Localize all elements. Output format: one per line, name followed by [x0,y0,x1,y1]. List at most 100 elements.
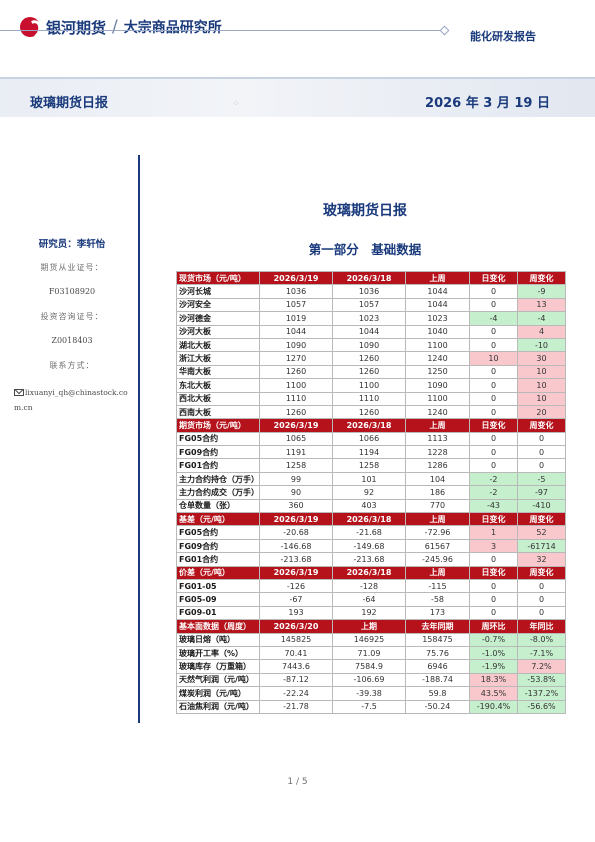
header-cell: 2026/3/19 [259,512,333,527]
value-cell: 1191 [259,445,333,460]
value-cell: 1023 [332,311,406,326]
value-cell: 0 [517,605,566,621]
value-cell: 0 [517,458,566,473]
header-cell: 基差（元/吨） [176,512,260,527]
row-label-cell: FG09合约 [176,538,260,554]
row-label-cell: FG01合约 [176,458,260,473]
value-cell: -410 [517,498,566,514]
value-cell: -53.8% [517,672,566,688]
company-name: 银河期货 [46,18,107,37]
section-title: 第一部分 基础数据 [308,242,422,257]
header-cell: 周变化 [517,512,566,527]
mail-icon [14,389,24,396]
contact-email[interactable]: lixuanyi_qh@chinastock.com.cn [8,385,136,415]
row-label-cell: FG01-05 [176,578,260,594]
value-cell: 1194 [332,445,406,460]
value-cell: 158475 [405,632,470,647]
value-cell: 0 [469,552,518,567]
header-cell: 日变化 [469,418,518,433]
value-cell: 1019 [259,311,333,326]
table-row: 华南大板 1260 1260 1250 0 10 [176,364,566,380]
header-cell: 日变化 [469,270,518,286]
value-cell: -213.68 [332,552,406,567]
title-band: 玻璃期货日报 ⁘ 2026 年 3 月 19 日 [0,77,595,117]
header-separator: / [112,17,118,37]
galaxy-logo-icon [20,17,40,37]
header-cell: 价差（元/吨） [176,565,260,580]
header-rule-diamond [439,25,450,36]
header-cell: 周变化 [517,418,566,433]
row-label-cell: FG09-01 [176,605,260,621]
value-cell: 1240 [405,404,470,420]
value-cell: 0 [469,404,518,420]
header-cell: 上周 [405,565,470,580]
header-cell: 周变化 [517,270,566,286]
value-cell: 61567 [405,538,470,554]
table-section-header: 基差（元/吨） 2026/3/19 2026/3/18 上周 日变化 周变化 [176,512,566,527]
header-cell: 2026/3/18 [332,512,406,527]
table-row: 煤炭利润（元/吨） -22.24 -39.38 59.8 43.5% -137.2% [176,686,566,701]
value-cell: 1260 [259,364,333,380]
value-cell: -0.7% [469,632,518,647]
value-cell: 1100 [405,391,470,406]
header-cell: 去年同期 [405,619,470,634]
futures-cert-label: 期货从业证号： [40,263,104,272]
value-cell: 1044 [405,297,470,313]
value-cell: -8.0% [517,632,566,647]
row-label-cell: 天然气利润（元/吨） [176,672,260,688]
header-cell: 2026/3/18 [332,418,406,433]
value-cell: 0 [469,337,518,353]
header-cell: 年同比 [517,619,566,634]
value-cell: 1100 [332,378,406,393]
value-cell: 0 [469,445,518,460]
table-section-header: 期货市场（元/吨） 2026/3/19 2026/3/18 上周 日变化 周变化 [176,418,566,433]
row-label-cell: FG05合约 [176,525,260,540]
value-cell: 0 [517,592,566,607]
value-cell: 403 [332,498,406,514]
value-cell: -5 [517,471,566,487]
header-cell: 2026/3/20 [259,619,333,634]
value-cell: 0 [469,297,518,313]
value-cell: 90 [259,485,333,500]
value-cell: 0 [517,578,566,594]
value-cell: -128 [332,578,406,594]
value-cell: 1260 [332,404,406,420]
value-cell: -72.96 [405,525,470,540]
value-cell: 1044 [405,284,470,299]
value-cell: 1260 [259,404,333,420]
value-cell: 32 [517,552,566,567]
value-cell: 0 [469,578,518,594]
contact-label: 联系方式： [49,361,95,370]
email-text[interactable]: lixuanyi_qh@chinastock.com.cn [14,388,128,412]
value-cell: -10 [517,337,566,353]
value-cell: 20 [517,404,566,420]
value-cell: -7.5 [332,699,406,714]
table-row: 西南大板 1260 1260 1240 0 20 [176,404,566,420]
table-row: FG09-01 193 192 173 0 0 [176,605,566,621]
header-cell: 期货市场（元/吨） [176,418,260,433]
value-cell: -146.68 [259,538,333,554]
header-rule [0,30,445,31]
value-cell: -245.96 [405,552,470,567]
value-cell: 7.2% [517,659,566,674]
table-row: 东北大板 1100 1100 1090 0 10 [176,378,566,393]
invest-cert-label: 投资咨询证号： [40,312,104,321]
table-row: 湖北大板 1090 1090 1100 0 -10 [176,337,566,353]
header-cell: 上期 [332,619,406,634]
value-cell: 7443.6 [259,659,333,674]
row-label-cell: 东北大板 [176,378,260,393]
value-cell: -1.9% [469,659,518,674]
value-cell: -22.24 [259,686,333,701]
value-cell: -115 [405,578,470,594]
value-cell: 1260 [332,351,406,366]
value-cell: -43 [469,498,518,514]
value-cell: 0 [469,592,518,607]
value-cell: 1113 [405,431,470,447]
table-row: 天然气利润（元/吨） -87.12 -106.69 -188.74 18.3% -53.8… [176,672,566,688]
value-cell: 1228 [405,445,470,460]
value-cell: 18.3% [469,672,518,688]
value-cell: -137.2% [517,686,566,701]
value-cell: 1100 [405,337,470,353]
value-cell: -67 [259,592,333,607]
value-cell: 43.5% [469,686,518,701]
